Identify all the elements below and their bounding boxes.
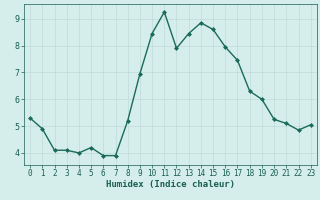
X-axis label: Humidex (Indice chaleur): Humidex (Indice chaleur) [106,180,235,189]
